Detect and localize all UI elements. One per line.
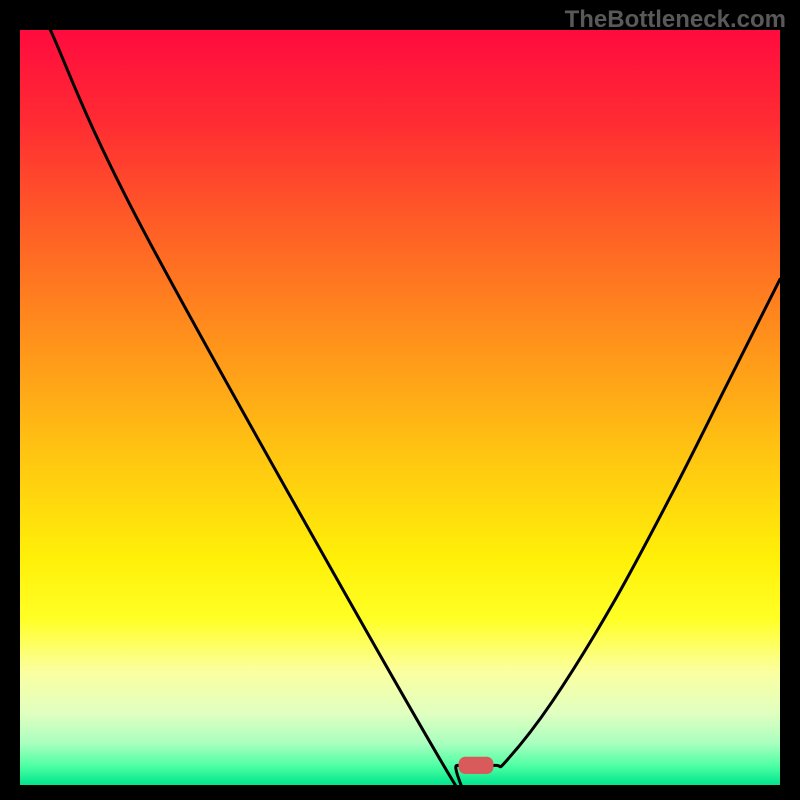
gradient-background [20, 30, 780, 785]
optimal-point-marker [459, 757, 494, 774]
chart-container: TheBottleneck.com [0, 0, 800, 800]
bottleneck-chart [20, 30, 780, 785]
